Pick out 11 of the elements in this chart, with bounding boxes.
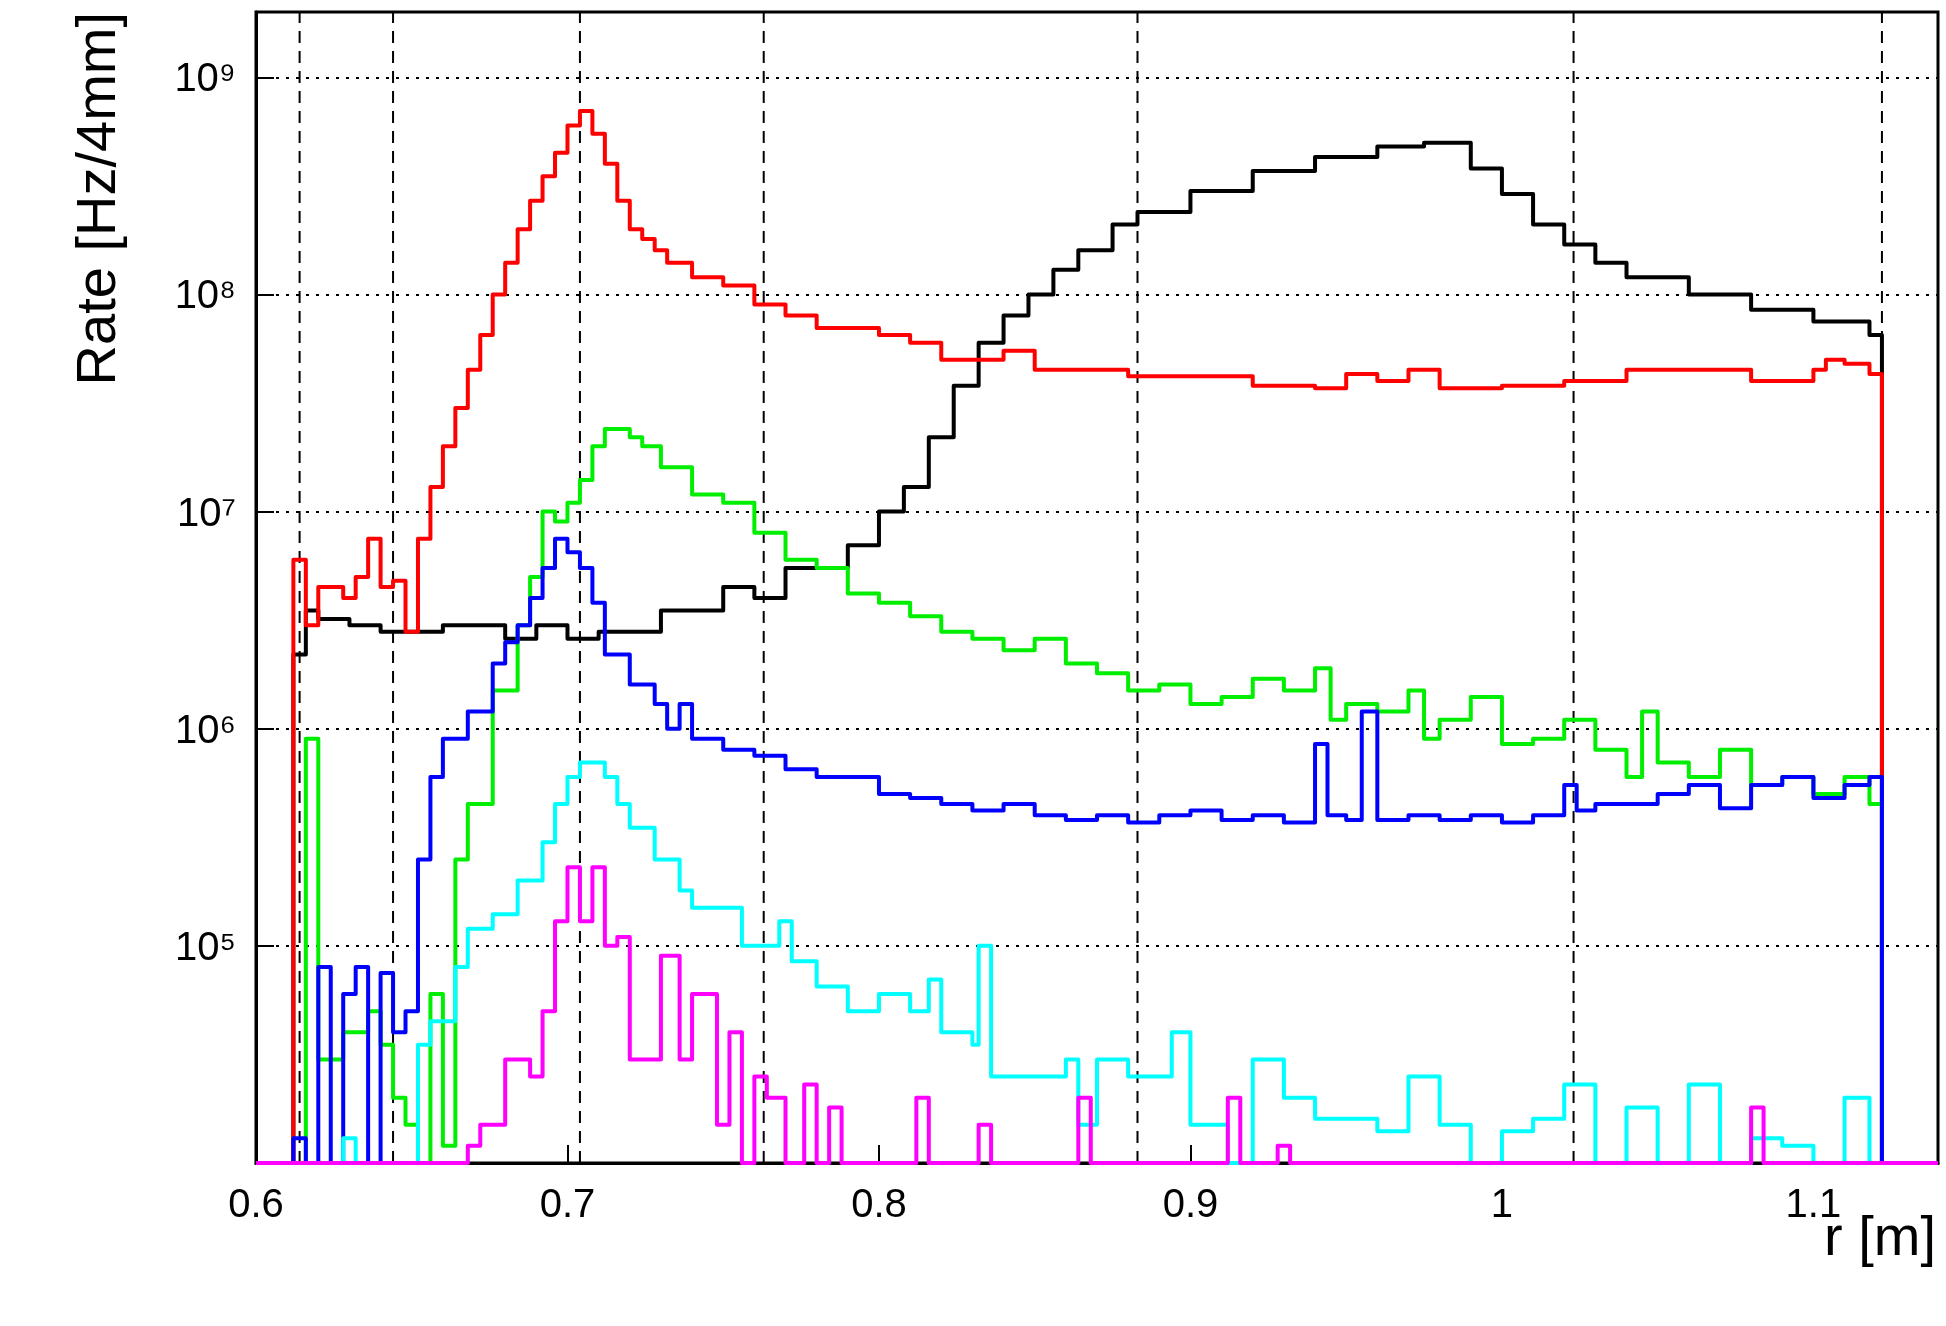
x-tick-label: 0.8 — [851, 1181, 907, 1225]
y-tick-label: 10⁷ — [177, 489, 236, 534]
y-tick-label: 10⁹ — [174, 55, 236, 100]
x-tick-label: 0.9 — [1162, 1181, 1219, 1225]
x-tick-label: 0.7 — [539, 1181, 596, 1225]
y-axis-title: Rate [Hz/4mm] — [63, 12, 127, 386]
x-tick-label: 1 — [1490, 1181, 1514, 1225]
x-tick-label: 0.6 — [228, 1181, 284, 1225]
y-tick-label: 10⁶ — [175, 706, 236, 751]
y-tick-label: 10⁵ — [174, 923, 236, 968]
y-tick-label: 10⁸ — [174, 272, 236, 317]
